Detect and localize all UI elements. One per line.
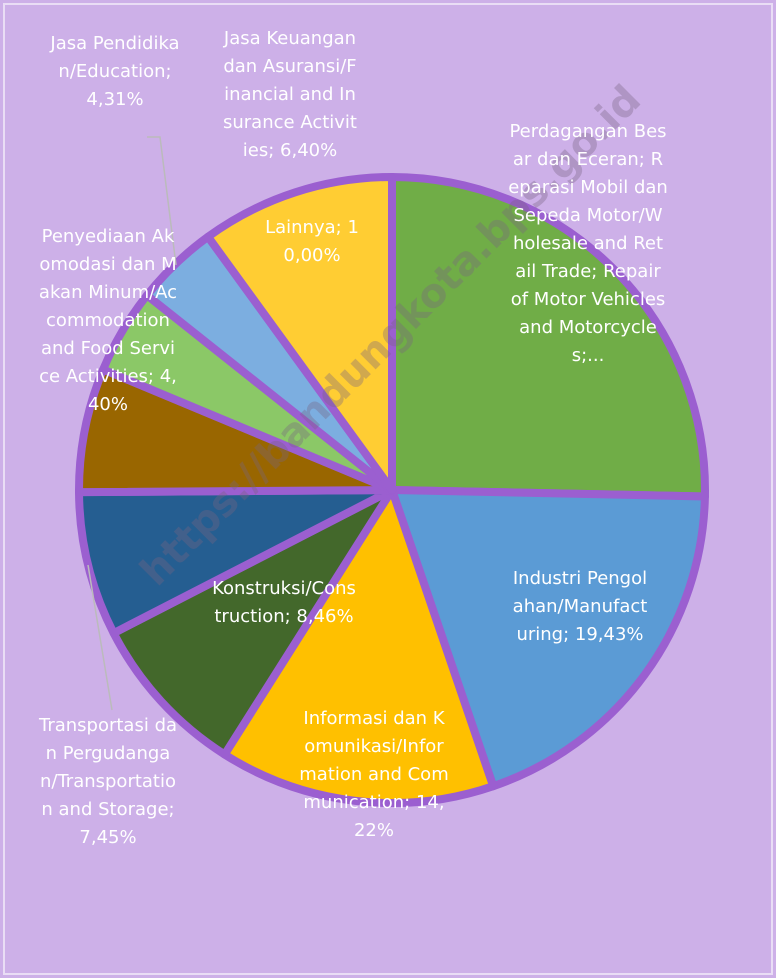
category-label: Transportasi dan Pergudangan/Transportat… (38, 715, 178, 820)
data-label: Perdagangan Besar dan Eceran; Reparasi M… (508, 118, 668, 370)
value-label: 7,45% (79, 827, 137, 848)
value-label: 8,46% (296, 606, 354, 627)
value-label: 6,40% (280, 140, 338, 161)
leader-line (147, 136, 177, 266)
pie-slice (109, 486, 396, 759)
value-label: 10,00% (283, 217, 359, 266)
category-label: Perdagangan Besar dan Eceran; Reparasi M… (508, 121, 668, 366)
data-label: Jasa Pendidikan/Education; 4,31% (48, 30, 183, 114)
pie-slice (220, 486, 498, 807)
data-label: Transportasi dan Pergudangan/Transportat… (38, 712, 178, 852)
value-label: 14,22% (353, 792, 445, 841)
value-label: 19,43% (574, 624, 644, 645)
frame (3, 3, 773, 975)
pie-slice (75, 486, 396, 638)
category-label: Penyediaan Akomodasi dan Makan Minum/Acc… (38, 226, 178, 387)
value-label: 4,31% (86, 89, 144, 110)
data-label: Penyediaan Akomodasi dan Makan Minum/Acc… (38, 223, 178, 419)
category-label: Jasa Pendidikan/Education; (50, 33, 180, 82)
pie-slice (388, 173, 709, 501)
category-label: Informasi dan Komunikasi/Information and… (299, 708, 449, 813)
pie-slice (204, 173, 396, 494)
category-label: Jasa Keuangan dan Asuransi/Financial and… (223, 28, 357, 161)
category-label: Industri Pengolahan/Manufacturing; (512, 568, 648, 645)
data-label: Industri Pengolahan/Manufacturing; 19,43… (510, 565, 650, 649)
data-label: Informasi dan Komunikasi/Information and… (299, 705, 449, 845)
leader-line (87, 564, 113, 711)
data-label: Konstruksi/Construction; 8,46% (212, 575, 357, 631)
value-label: 4,40% (87, 366, 177, 415)
data-label: Lainnya; 10,00% (262, 214, 362, 270)
data-label: Jasa Keuangan dan Asuransi/Financial and… (223, 25, 358, 165)
category-label: Konstruksi/Construction; (212, 578, 356, 627)
category-label: Lainnya; (265, 217, 342, 238)
